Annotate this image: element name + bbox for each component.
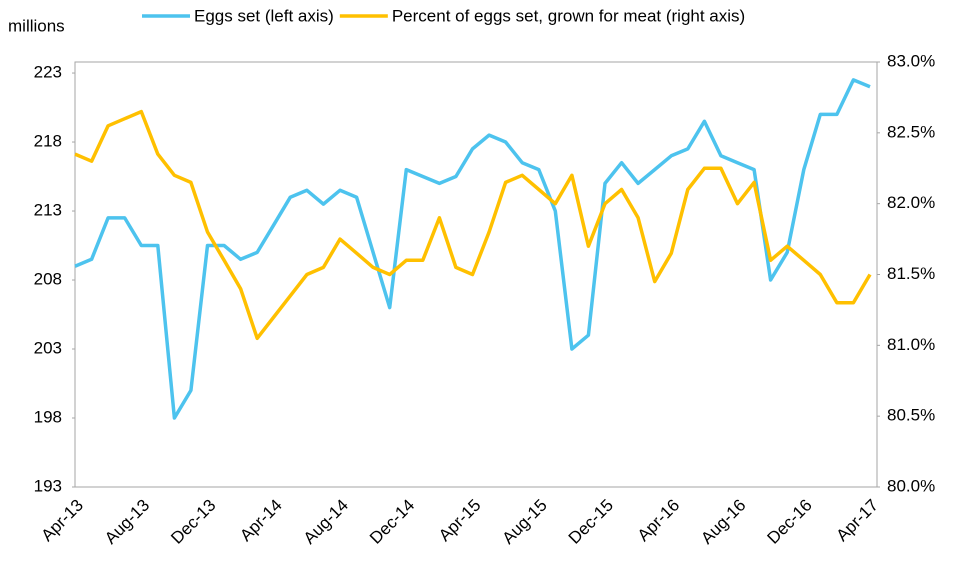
legend-label: Eggs set (left axis)	[194, 6, 334, 25]
x-tick-label: Dec-13	[167, 496, 219, 548]
y2-tick-label: 82.5%	[887, 122, 935, 141]
y-tick-label: 198	[34, 407, 62, 426]
x-tick-label: Aug-13	[101, 496, 153, 548]
x-tick-label: Apr-15	[435, 496, 485, 546]
x-tick-label: Apr-17	[832, 496, 882, 546]
y2-tick-label: 82.0%	[887, 193, 935, 212]
y2-tick-label: 80.5%	[887, 406, 935, 425]
y2-tick-label: 80.0%	[887, 476, 935, 495]
plot-area	[74, 61, 878, 488]
x-tick-label: Aug-15	[499, 496, 551, 548]
y-tick-label: 218	[34, 132, 62, 151]
y-tick-label: 208	[34, 270, 62, 289]
x-tick-label: Apr-14	[236, 496, 286, 546]
series-line	[74, 78, 871, 420]
x-tick-label: Apr-13	[37, 496, 87, 546]
series-line	[74, 109, 872, 341]
y-tick-label: 193	[34, 476, 62, 495]
y2-tick-label: 83.0%	[887, 51, 935, 70]
x-tick-label: Aug-14	[300, 496, 352, 548]
x-tick-label: Dec-15	[565, 496, 617, 548]
x-tick-label: Dec-16	[764, 496, 816, 548]
y2-tick-label: 81.0%	[887, 335, 935, 354]
x-tick-label: Aug-16	[697, 496, 749, 548]
x-tick-label: Apr-16	[634, 496, 684, 546]
y-tick-label: 213	[34, 201, 62, 220]
y2-tick-label: 81.5%	[887, 264, 935, 283]
x-tick-label: Dec-14	[366, 496, 418, 548]
legend-label: Percent of eggs set, grown for meat (rig…	[392, 6, 745, 25]
y-unit-label: millions	[8, 16, 65, 35]
y-tick-label: 223	[34, 63, 62, 82]
y-tick-label: 203	[34, 338, 62, 357]
